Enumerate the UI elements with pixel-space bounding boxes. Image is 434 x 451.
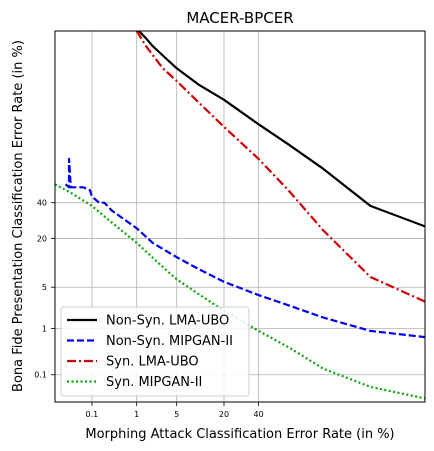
x-tick-label: 0.1 (86, 410, 99, 419)
y-tick-label: 40 (37, 199, 47, 208)
x-tick-label: 5 (174, 410, 179, 419)
plot-frame (54, 30, 426, 403)
x-axis-label: Morphing Attack Classification Error Rat… (85, 427, 394, 442)
series-line-3 (55, 183, 425, 400)
y-tick-label: 1 (42, 325, 47, 334)
legend-box (60, 306, 250, 397)
x-axis-ticks: 0.1 1 5 20 40 (86, 402, 264, 419)
legend-label-0: Non-Syn. LMA-UBO (106, 314, 229, 329)
x-tick-label: 20 (219, 410, 229, 419)
series-line-1 (64, 157, 425, 339)
legend-label-3: Syn. MIPGAN-II (106, 375, 202, 390)
x-tick-label: 40 (254, 410, 264, 419)
series-line-0 (138, 31, 425, 228)
y-axis-ticks: 0.1 1 5 20 40 (34, 199, 55, 380)
series-line-2 (135, 31, 425, 303)
y-axis-label: Bona Fide Presentation Classification Er… (11, 40, 26, 392)
x-tick-label: 1 (134, 410, 139, 419)
series-layer (55, 31, 425, 400)
legend: Non-Syn. LMA-UBO Non-Syn. MIPGAN-II Syn. L… (60, 306, 250, 397)
y-tick-label: 5 (42, 283, 47, 292)
y-tick-label: 0.1 (34, 371, 47, 380)
legend-label-2: Syn. LMA-UBO (106, 355, 199, 370)
chart-title: MACER-BPCER (186, 9, 293, 27)
legend-label-1: Non-Syn. MIPGAN-II (106, 334, 233, 349)
y-tick-label: 20 (37, 234, 47, 243)
